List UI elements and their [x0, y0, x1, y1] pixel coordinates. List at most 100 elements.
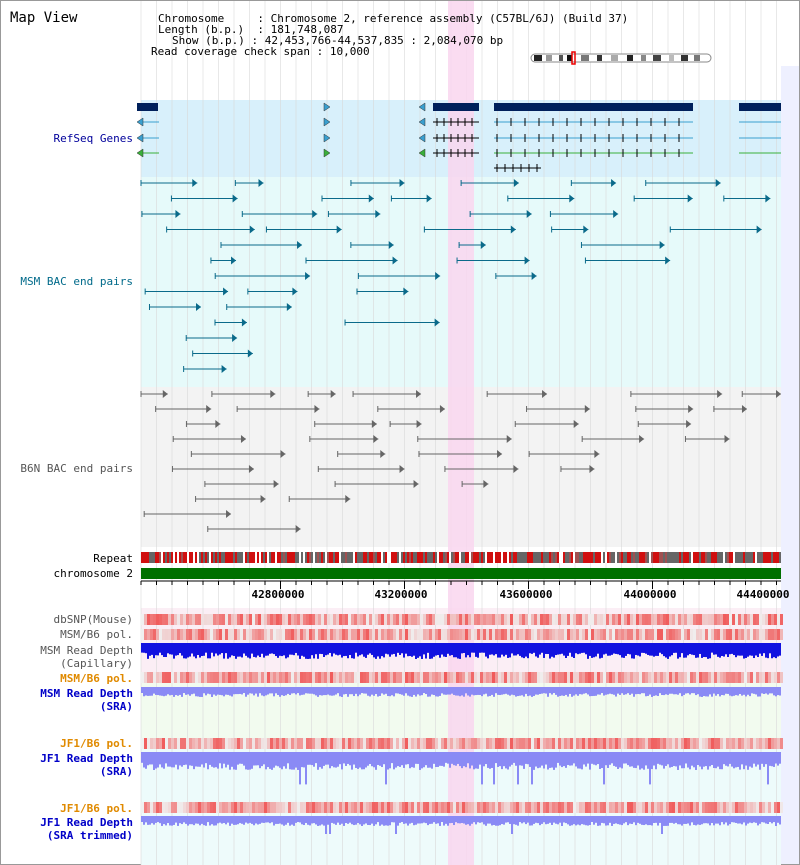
pol-cell	[477, 614, 480, 625]
pol-cell	[348, 629, 351, 640]
pol-cell	[309, 738, 312, 749]
repeat-segment	[753, 552, 755, 563]
pol-cell	[387, 802, 390, 813]
repeat-segment	[195, 552, 197, 563]
msm-pol-sra-label: MSM/B6 pol.	[60, 672, 133, 685]
depth-bar	[443, 816, 445, 826]
depth-bar	[531, 816, 533, 826]
repeat-segment	[557, 552, 559, 563]
pol-cell	[582, 802, 585, 813]
depth-bar	[735, 752, 737, 768]
depth-bar	[773, 752, 775, 767]
repeat-segment	[419, 552, 421, 563]
pol-cell	[210, 614, 213, 625]
pol-cell	[669, 802, 672, 813]
pol-cell	[213, 672, 216, 683]
depth-bar	[661, 752, 663, 766]
depth-bar	[335, 687, 337, 695]
depth-bar	[175, 752, 177, 765]
pol-cell	[333, 802, 336, 813]
pol-cell	[168, 614, 171, 625]
depth-bar	[147, 816, 149, 825]
pol-cell	[396, 802, 399, 813]
depth-bar	[245, 687, 247, 697]
pol-cell	[567, 672, 570, 683]
depth-bar	[631, 687, 633, 694]
pol-cell	[540, 614, 543, 625]
axis-tick-label: 43600000	[499, 588, 553, 601]
pol-cell	[546, 738, 549, 749]
repeat-segment	[253, 552, 255, 563]
depth-bar	[715, 643, 717, 655]
repeat-segment	[477, 552, 479, 563]
depth-bar	[461, 643, 463, 654]
depth-bar	[369, 816, 371, 826]
depth-bar	[707, 816, 709, 824]
depth-bar	[635, 687, 637, 695]
depth-bar	[469, 687, 471, 697]
repeat-segment	[273, 552, 275, 563]
pol-cell	[483, 614, 486, 625]
depth-bar	[405, 643, 407, 654]
pol-cell	[465, 614, 468, 625]
pol-cell	[732, 629, 735, 640]
repeat-segment	[701, 552, 703, 563]
pol-cell	[750, 629, 753, 640]
repeat-segment	[261, 552, 263, 563]
depth-bar	[667, 643, 669, 659]
pol-cell	[207, 614, 210, 625]
depth-bar	[215, 687, 217, 696]
depth-bar	[335, 643, 337, 655]
pol-cell	[657, 802, 660, 813]
pol-cell	[252, 629, 255, 640]
pol-cell	[489, 672, 492, 683]
depth-bar	[649, 752, 651, 785]
repeat-segment	[465, 552, 467, 563]
pol-cell	[318, 672, 321, 683]
pol-cell	[459, 802, 462, 813]
depth-bar	[333, 643, 335, 654]
depth-bar	[521, 687, 523, 696]
pol-cell	[249, 629, 252, 640]
pol-cell	[195, 802, 198, 813]
gene-arrow	[136, 117, 144, 127]
pol-cell	[147, 738, 150, 749]
depth-bar	[767, 687, 769, 695]
pol-cell	[681, 802, 684, 813]
repeat-segment	[549, 552, 551, 563]
pol-cell	[153, 802, 156, 813]
pol-cell	[606, 802, 609, 813]
depth-bar	[329, 752, 331, 769]
depth-bar	[659, 643, 661, 653]
depth-bar	[329, 687, 331, 696]
depth-bar	[273, 643, 275, 655]
pol-cell	[423, 614, 426, 625]
msm-pair-arrow	[513, 179, 519, 187]
pol-cell	[561, 672, 564, 683]
repeat-segment	[155, 552, 157, 563]
depth-bar	[365, 687, 367, 694]
depth-bar	[641, 643, 643, 653]
pol-cell	[243, 629, 246, 640]
depth-bar	[519, 816, 521, 823]
depth-bar	[193, 687, 195, 694]
depth-bar	[691, 643, 693, 655]
depth-bar	[511, 687, 513, 695]
b6n-pair-arrow	[280, 450, 286, 458]
pol-cell	[459, 672, 462, 683]
depth-bar	[299, 752, 301, 785]
pol-cell	[690, 629, 693, 640]
depth-bar	[581, 643, 583, 653]
pol-cell	[183, 614, 186, 625]
pol-cell	[411, 672, 414, 683]
depth-bar	[319, 816, 321, 826]
repeat-segment	[173, 552, 175, 563]
depth-bar	[463, 816, 465, 824]
depth-bar	[259, 687, 261, 694]
depth-bar	[755, 687, 757, 695]
pol-cell	[390, 802, 393, 813]
depth-bar	[263, 687, 265, 697]
gene-arrow	[418, 117, 426, 127]
pol-cell	[693, 629, 696, 640]
